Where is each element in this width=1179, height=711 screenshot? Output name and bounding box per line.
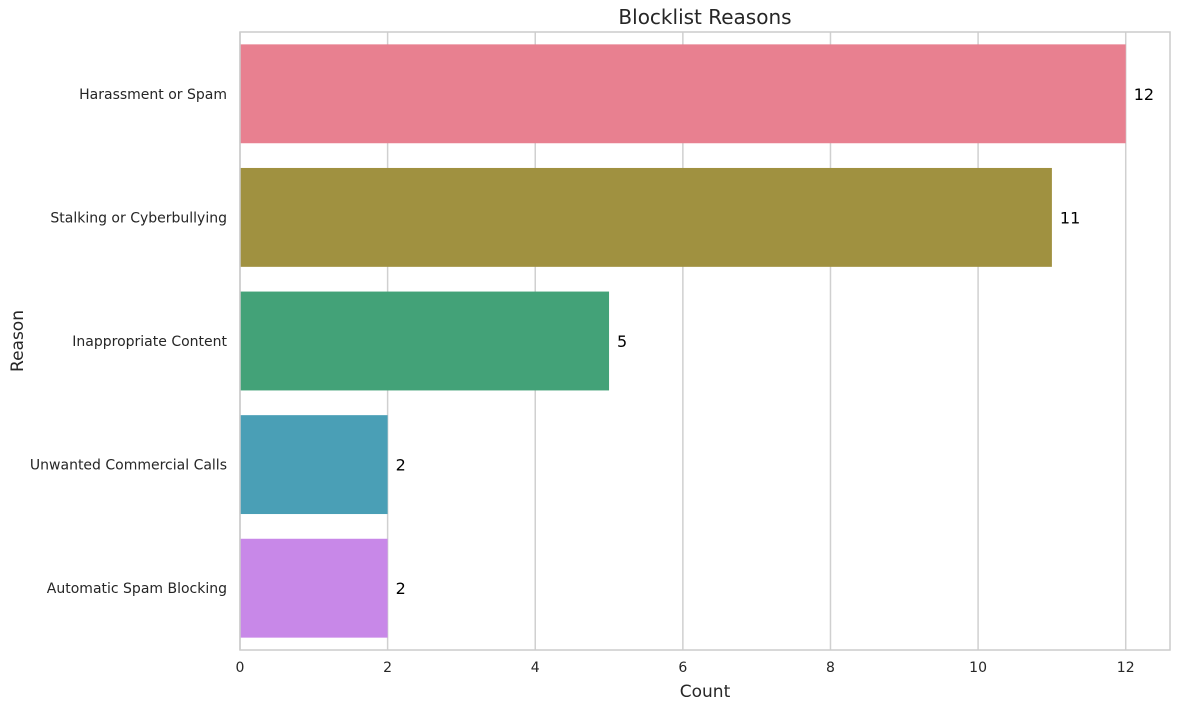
bar — [240, 44, 1126, 144]
y-tick-label: Inappropriate Content — [72, 334, 227, 350]
y-tick-label: Unwanted Commercial Calls — [30, 458, 227, 474]
plot-frame — [239, 31, 1171, 651]
bar — [240, 167, 1052, 267]
bar — [240, 415, 388, 515]
data-label: 2 — [396, 456, 406, 475]
x-tick-label: 12 — [1117, 660, 1135, 676]
chart-title: Blocklist Reasons — [618, 5, 791, 29]
x-tick-label: 6 — [678, 660, 687, 676]
x-tick-label: 10 — [969, 660, 987, 676]
data-label: 5 — [617, 332, 627, 351]
y-tick-label: Stalking or Cyberbullying — [50, 210, 227, 226]
x-axis-label: Count — [680, 682, 731, 702]
bar — [240, 538, 388, 638]
x-tick-label: 2 — [383, 660, 392, 676]
y-tick-label: Harassment or Spam — [79, 87, 227, 103]
x-tick-label: 4 — [531, 660, 540, 676]
y-tick-label: Automatic Spam Blocking — [47, 581, 227, 597]
bar — [240, 291, 610, 391]
data-label: 12 — [1134, 85, 1154, 104]
y-axis-label: Reason — [8, 310, 28, 372]
x-tick-label: 8 — [826, 660, 835, 676]
data-label: 2 — [396, 579, 406, 598]
x-tick-label: 0 — [236, 660, 245, 676]
bars-layer — [240, 44, 1126, 638]
labels-layer: 0 2 4 6 8 10 12 Harassment or Spam 12 Stalking or… — [30, 85, 1154, 676]
data-label: 11 — [1060, 208, 1080, 227]
